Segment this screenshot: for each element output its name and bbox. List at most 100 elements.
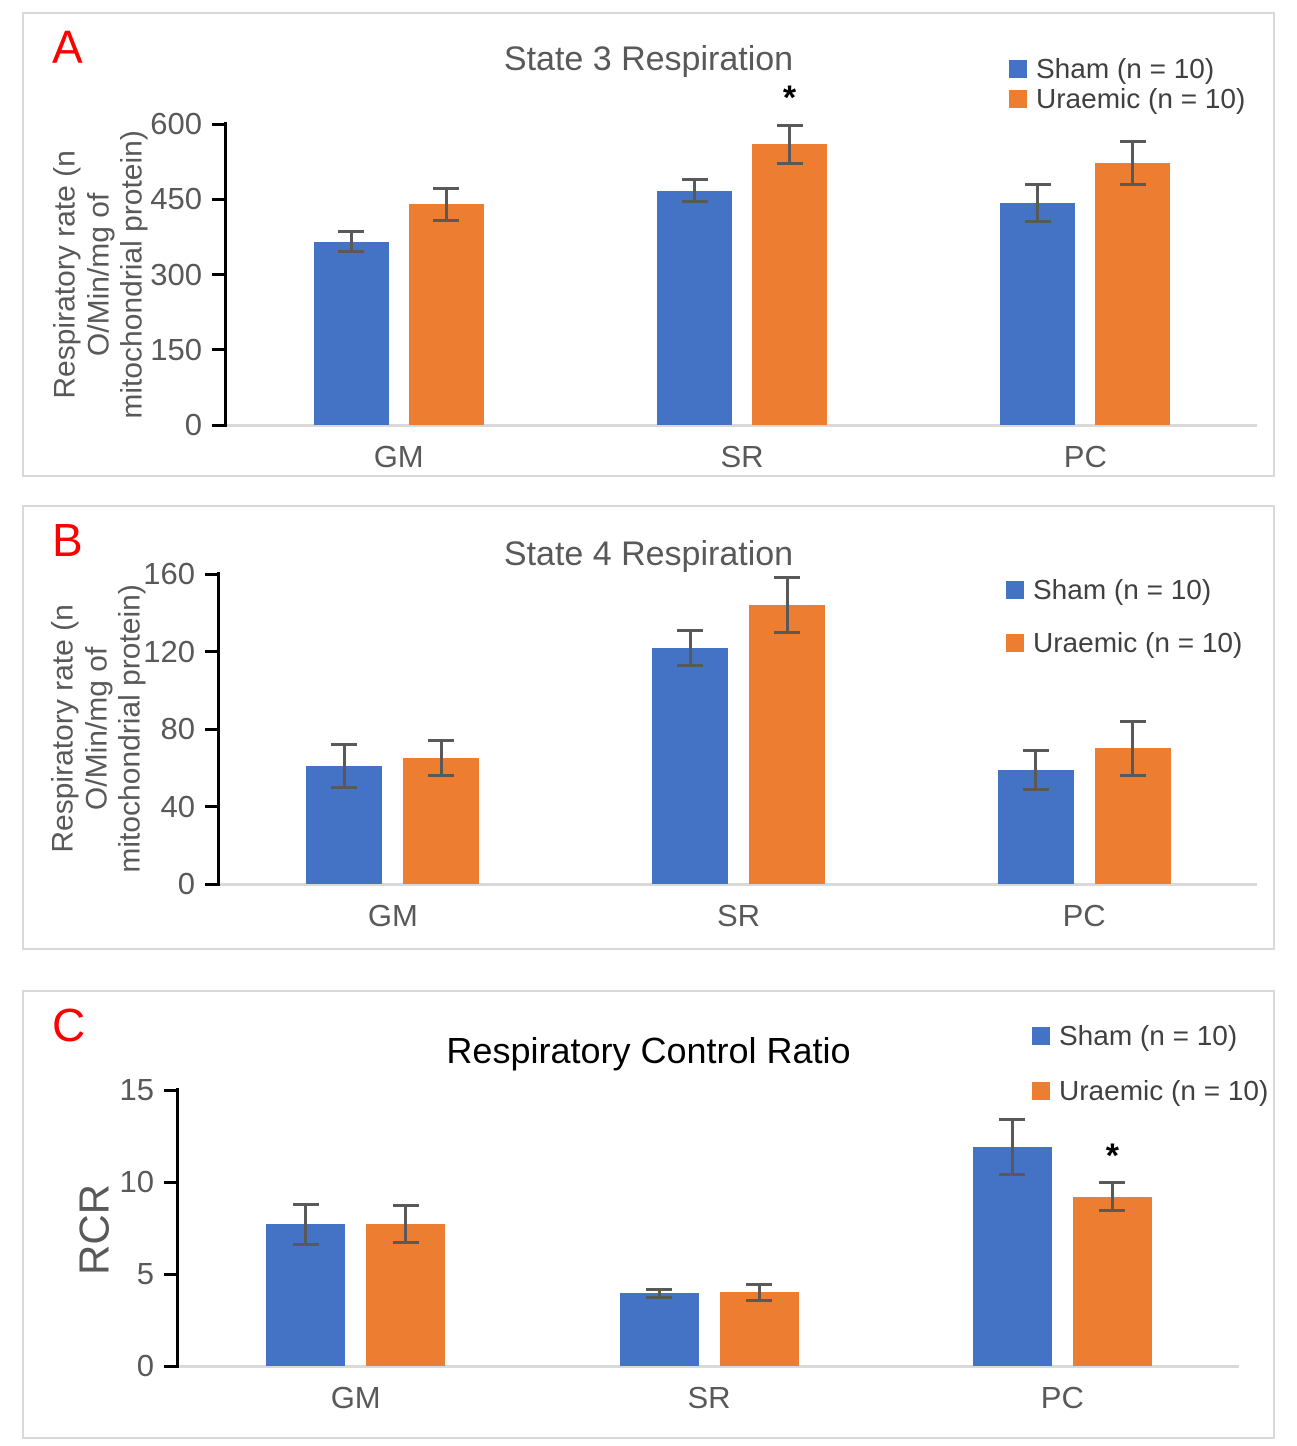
panel-letter-a: A [52,21,83,73]
x-axis-baseline-c [179,1365,1239,1368]
error-bar-sham-gm [349,231,353,252]
bar-uraemic-sr [719,1292,799,1366]
panel-c: C Respiratory Control Ratio Sham (n = 10… [22,990,1275,1439]
x-axis-baseline-a [227,424,1257,427]
y-tick-160 [205,572,217,576]
legend-item-sham: Sham (n = 10) [1006,574,1211,606]
error-bar-uraemic-gm [439,740,443,776]
y-tick-label-120: 120 [143,633,195,669]
error-cap-bottom [331,785,358,789]
y-tick-0 [164,1364,176,1368]
y-tick-label-5: 5 [136,1256,154,1291]
error-cap-bottom [681,200,708,204]
y-tick-10 [164,1180,176,1184]
error-bar-sham-pc [1010,1119,1014,1175]
plot-area-a: 0 150 300 450 600 GM * SR PC [150,79,1257,474]
bar-uraemic-gm [408,204,484,425]
error-cap-top [681,178,708,182]
error-cap-top [433,186,460,190]
error-cap-bottom [999,1173,1026,1177]
legend-item-uraemic: Uraemic (n = 10) [1006,627,1242,659]
uraemic-swatch-icon [1006,634,1024,652]
error-cap-bottom [292,1243,319,1247]
error-bar-uraemic-sr [785,577,789,633]
error-bar-uraemic-gm [444,188,448,221]
bar-sham-pc [1000,202,1076,425]
error-cap-top [292,1202,319,1206]
bar-uraemic-gm [403,758,480,884]
error-cap-bottom [433,218,460,222]
panel-letter-c: C [52,999,86,1051]
error-cap-top [999,1117,1026,1121]
legend-label-sham: Sham (n = 10) [1033,574,1212,605]
y-tick-label-10: 10 [119,1164,154,1199]
significance-marker-sr: * [782,79,797,118]
chart-title-a: State 3 Respiration [503,40,794,78]
error-cap-top [646,1288,672,1292]
bar-uraemic-pc [1072,1196,1152,1366]
chart-title-b: State 4 Respiration [503,535,794,573]
error-cap-bottom [1022,787,1049,791]
legend-label-uraemic: Uraemic (n = 10) [1036,83,1246,114]
y-axis-label-c: RCR [70,1184,118,1276]
error-bar-sham-gm [342,744,346,788]
error-bar-uraemic-sr [757,1284,761,1301]
panel-a: A State 3 Respiration Sham (n = 10) Uraem… [22,12,1275,477]
legend-label-sham: Sham (n = 10) [1059,1020,1238,1051]
panel-b: B State 4 Respiration Sham (n = 10) Uraem… [22,505,1275,950]
y-tick-label-450: 450 [150,181,202,217]
y-tick-label-40: 40 [160,788,195,824]
error-cap-top [774,576,800,580]
error-cap-top [746,1282,772,1286]
error-bar-uraemic-pc [1110,1182,1114,1211]
category-label-pc: PC [1040,1380,1084,1415]
y-tick-15 [164,1088,176,1092]
category-label-gm: GM [367,898,418,933]
bar-uraemic-gm [366,1224,446,1366]
y-tick-150 [212,348,224,352]
error-cap-top [428,739,455,743]
legend-item-uraemic: Uraemic (n = 10) [1009,83,1245,115]
error-bar-uraemic-gm [404,1205,408,1243]
error-cap-top [1119,719,1146,723]
bar-sham-sr [652,647,728,884]
y-axis-line-b [217,572,220,886]
error-bar-sham-gm [304,1204,308,1245]
bar-sham-gm [266,1224,346,1366]
error-cap-bottom [776,161,803,165]
y-tick-80 [205,727,217,731]
sham-swatch-icon [1009,60,1027,78]
error-cap-top [776,123,803,127]
category-label-pc: PC [1062,898,1106,933]
y-tick-label-600: 600 [150,106,202,141]
error-cap-top [392,1204,419,1208]
legend-item-sham: Sham (n = 10) [1032,1020,1237,1052]
error-bar-sham-pc [1036,184,1040,222]
y-tick-120 [205,650,217,653]
uraemic-swatch-icon [1009,90,1027,108]
y-tick-label-150: 150 [150,331,202,367]
legend-label-uraemic: Uraemic (n = 10) [1059,1075,1269,1106]
sham-swatch-icon [1006,581,1024,599]
category-label-gm: GM [330,1380,381,1415]
category-label-pc: PC [1063,439,1107,474]
error-cap-top [338,230,365,234]
error-cap-top [331,743,358,746]
plot-area-b: 0 40 80 120 160 GM SR PC [143,557,1257,933]
error-bar-sham-sr [688,630,692,666]
uraemic-swatch-icon [1032,1082,1050,1100]
category-label-sr: SR [716,898,761,933]
legend-item-sham: Sham (n = 10) [1009,53,1214,85]
y-tick-5 [164,1272,176,1276]
y-tick-600 [212,122,224,126]
y-tick-label-300: 300 [150,256,202,292]
error-cap-bottom [1119,774,1146,777]
error-cap-bottom [774,630,800,634]
y-tick-label-80: 80 [160,711,195,746]
bar-uraemic-sr [752,144,827,425]
category-label-sr: SR [720,439,764,474]
error-bar-uraemic-pc [1131,141,1135,185]
error-cap-top [1022,748,1049,752]
error-bar-sham-sr [657,1289,661,1297]
category-label-gm: GM [373,439,424,474]
